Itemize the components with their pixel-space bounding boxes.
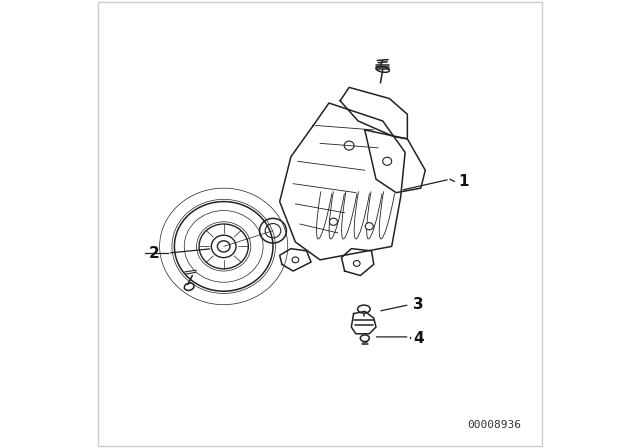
Ellipse shape	[353, 261, 360, 266]
Text: 2: 2	[149, 246, 159, 261]
Text: 00008936: 00008936	[468, 420, 522, 430]
Ellipse shape	[344, 141, 354, 150]
Ellipse shape	[365, 223, 373, 230]
Text: 3: 3	[413, 297, 424, 312]
Ellipse shape	[184, 283, 194, 290]
Ellipse shape	[292, 257, 299, 263]
Ellipse shape	[383, 157, 392, 165]
Text: 1: 1	[458, 174, 468, 189]
Ellipse shape	[330, 218, 337, 225]
Text: 4: 4	[413, 331, 424, 346]
